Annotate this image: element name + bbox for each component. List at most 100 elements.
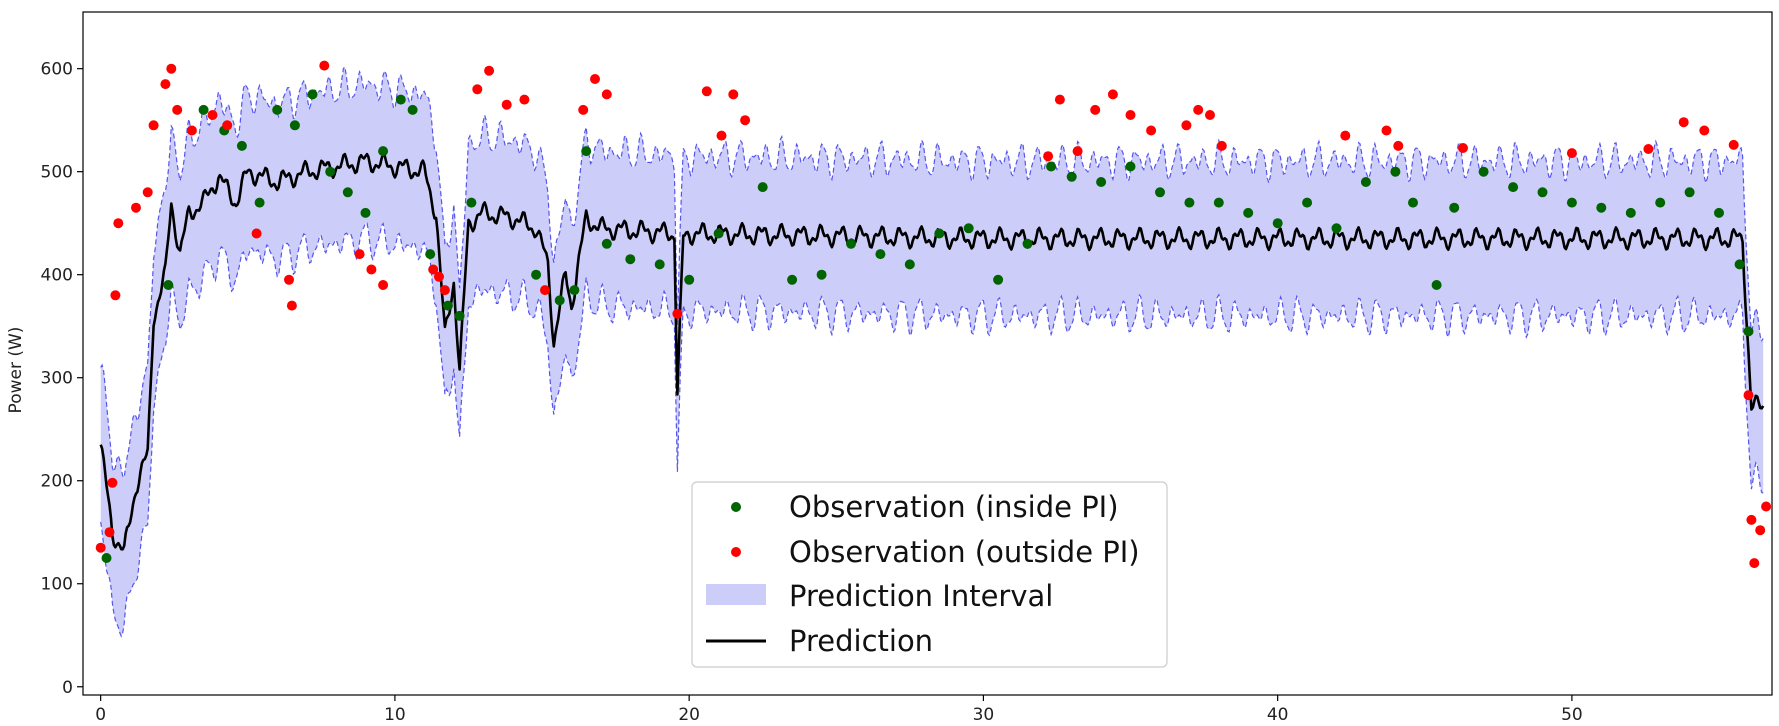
observation-outside-point xyxy=(251,228,262,239)
observation-inside-point xyxy=(1184,197,1195,208)
observation-outside-point xyxy=(1043,151,1054,162)
observation-inside-point xyxy=(1331,223,1342,234)
observation-outside-point xyxy=(428,264,439,275)
observation-inside-point xyxy=(1743,326,1754,337)
observation-outside-point xyxy=(366,264,377,275)
legend-entry-inside: Observation (inside PI) xyxy=(789,490,1119,524)
observation-outside-point xyxy=(716,130,727,141)
observation-inside-point xyxy=(1431,280,1442,290)
observation-outside-point xyxy=(439,285,450,296)
observation-outside-point xyxy=(1643,144,1654,154)
observation-outside-point xyxy=(222,120,233,131)
observation-inside-point xyxy=(378,146,389,157)
y-tick-label: 600 xyxy=(41,60,73,80)
observation-outside-point xyxy=(284,274,294,285)
observation-outside-point xyxy=(172,104,183,115)
observation-inside-point xyxy=(1684,187,1695,198)
observation-outside-point xyxy=(601,89,612,100)
legend-swatch-interval xyxy=(706,584,766,605)
observation-outside-point xyxy=(1458,143,1468,153)
observation-outside-point xyxy=(104,527,115,538)
observation-outside-point xyxy=(434,271,444,282)
observation-inside-point xyxy=(454,310,465,321)
x-tick-label: 10 xyxy=(384,705,406,725)
x-axis: 0 10 20 30 40 50 xyxy=(95,695,1583,725)
observation-inside-point xyxy=(1390,166,1401,177)
observation-outside-point xyxy=(1072,146,1083,157)
observation-inside-point xyxy=(1022,238,1033,249)
observation-inside-point xyxy=(1734,259,1745,270)
observation-outside-point xyxy=(578,104,589,115)
x-tick-label: 40 xyxy=(1267,705,1289,725)
observation-inside-point xyxy=(1302,197,1313,208)
observation-outside-point xyxy=(590,74,600,84)
observation-outside-point xyxy=(207,110,218,120)
observation-inside-point xyxy=(407,104,418,115)
observation-inside-point xyxy=(1360,177,1371,187)
observation-inside-point xyxy=(993,274,1004,285)
observation-inside-point xyxy=(254,197,265,208)
observation-inside-point xyxy=(1478,166,1489,177)
x-tick-label: 30 xyxy=(973,705,995,725)
y-tick-label: 400 xyxy=(41,266,73,286)
observation-outside-point xyxy=(1125,110,1136,120)
plot-area xyxy=(95,60,1772,638)
observation-outside-point xyxy=(1090,104,1101,115)
observation-inside-point xyxy=(342,187,353,198)
observation-inside-point xyxy=(1566,197,1577,208)
observation-inside-point xyxy=(846,238,856,249)
y-axis: 0 100 200 300 400 500 600 xyxy=(41,60,83,698)
prediction-interval-band xyxy=(100,67,1764,637)
observation-inside-point xyxy=(236,140,247,151)
observation-inside-point xyxy=(601,238,612,249)
observation-inside-point xyxy=(1625,207,1636,218)
observation-inside-point xyxy=(1655,197,1666,208)
observation-inside-point xyxy=(1272,218,1283,229)
axes-frame xyxy=(82,11,1773,696)
observation-inside-point xyxy=(442,300,453,311)
observation-inside-point xyxy=(787,274,798,285)
observation-outside-point xyxy=(1054,94,1065,105)
observation-inside-point xyxy=(1046,161,1057,172)
y-tick-label: 100 xyxy=(41,575,73,595)
observation-outside-point xyxy=(186,125,197,136)
observation-inside-point xyxy=(569,285,580,296)
observation-inside-point xyxy=(757,182,768,193)
observation-outside-point xyxy=(1393,140,1404,151)
observation-outside-point xyxy=(1566,148,1577,159)
observation-inside-point xyxy=(554,295,565,306)
observation-outside-point xyxy=(1678,117,1689,128)
prediction-line xyxy=(99,152,1765,551)
observation-outside-point xyxy=(740,115,751,126)
x-tick-label: 20 xyxy=(678,705,700,725)
x-tick-label: 50 xyxy=(1561,705,1583,725)
observation-inside-point xyxy=(1243,207,1254,218)
legend-entry-interval: Prediction Interval xyxy=(789,579,1053,613)
observation-inside-point xyxy=(654,259,665,270)
y-tick-label: 200 xyxy=(41,472,73,492)
observation-outside-point xyxy=(728,89,739,100)
observation-outside-point xyxy=(1216,140,1227,151)
observation-inside-point xyxy=(581,146,592,157)
observation-outside-point xyxy=(1205,110,1215,120)
observation-inside-point xyxy=(466,197,477,208)
observation-outside-point xyxy=(701,86,712,97)
observation-outside-point xyxy=(1761,501,1772,512)
observation-outside-point xyxy=(1746,514,1757,525)
observation-outside-point xyxy=(131,202,141,213)
observation-outside-point xyxy=(1107,89,1118,100)
observation-inside-point xyxy=(1155,187,1165,198)
y-axis-label: Power (W) xyxy=(6,327,26,414)
observation-outside-point xyxy=(1749,558,1760,569)
observation-outside-point xyxy=(113,218,124,229)
observation-outside-point xyxy=(1146,125,1157,136)
observation-inside-point xyxy=(875,249,886,260)
observation-outside-point xyxy=(110,290,121,301)
observation-inside-point xyxy=(816,269,827,280)
observation-inside-point xyxy=(531,269,542,280)
legend-marker-inside xyxy=(731,502,741,512)
observation-inside-point xyxy=(101,553,112,563)
observation-outside-point xyxy=(166,63,177,74)
observation-inside-point xyxy=(1066,171,1077,182)
observation-outside-point xyxy=(540,285,550,296)
